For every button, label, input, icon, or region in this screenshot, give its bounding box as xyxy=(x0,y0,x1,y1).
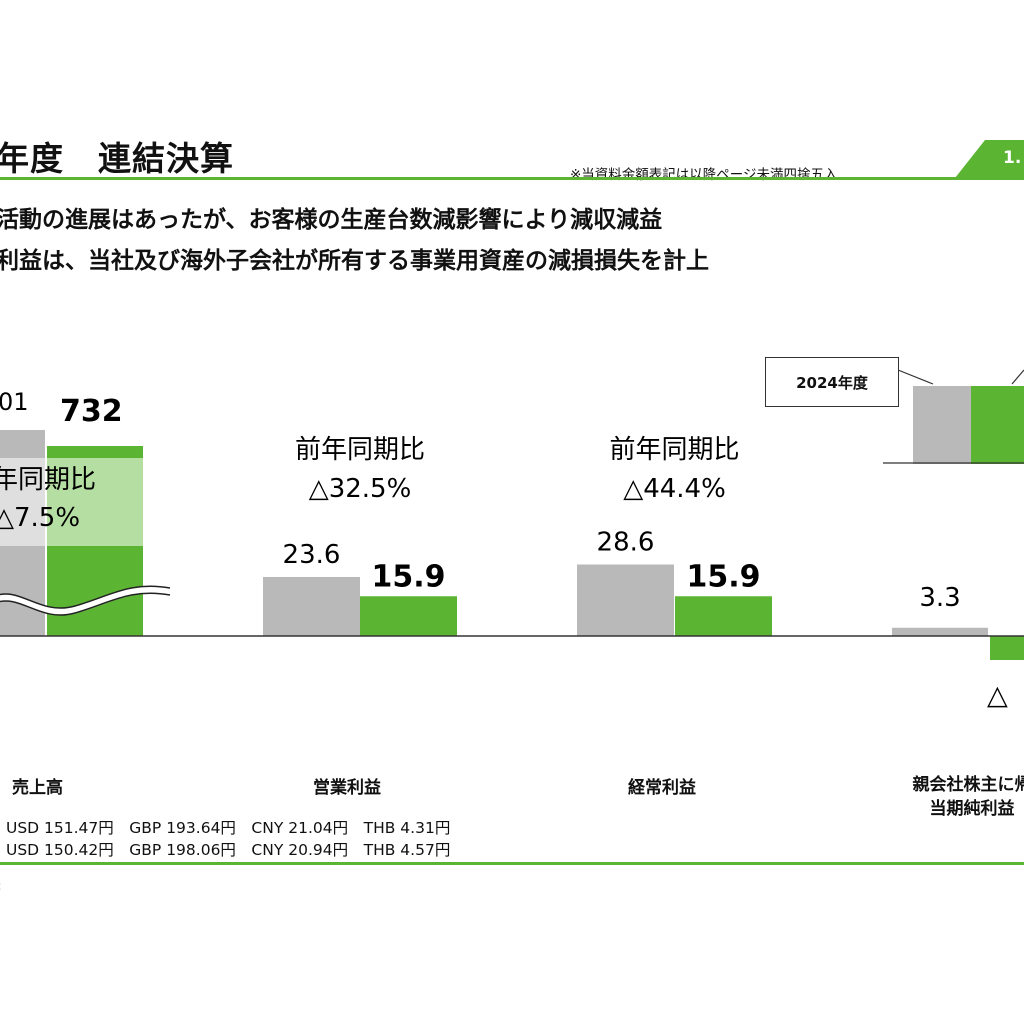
value-label-sales-current: 732 xyxy=(60,394,123,429)
yoy-label-operating-profit-1: 前年同期比 xyxy=(295,435,425,465)
legend-leader-line xyxy=(1011,369,1024,385)
axis-break-gap xyxy=(0,586,171,616)
bar-ordinary-profit-current xyxy=(675,596,772,636)
legend-leader-line xyxy=(897,369,934,385)
axis-break-line xyxy=(0,592,171,616)
header-rule xyxy=(0,177,1024,180)
axis-break-line xyxy=(0,585,171,609)
yoy-label-sales-2: △7.5% xyxy=(0,503,80,533)
headline-1: 活動の進展はあったが、お客様の生産台数減影響により減収減益 xyxy=(0,207,663,233)
value-label-ordinary-profit-prior: 28.6 xyxy=(597,528,655,558)
footer-rule xyxy=(0,862,1024,865)
category-label-ordinary-profit: 経常利益 xyxy=(628,778,696,798)
category-label-operating-profit: 営業利益 xyxy=(313,778,381,798)
yoy-label-operating-profit-2: △32.5% xyxy=(309,474,412,504)
value-label-ordinary-profit-current: 15.9 xyxy=(686,559,760,594)
legend-box: 2024年度 xyxy=(765,357,899,407)
category-label-net-income: 親会社株主に帰 当期純利益 xyxy=(912,775,1024,819)
value-label-operating-profit-current: 15.9 xyxy=(371,559,445,594)
section-tag-text: 1. xyxy=(1003,148,1022,168)
bar-operating-profit-prior xyxy=(263,577,360,636)
value-label-operating-profit-prior: 23.6 xyxy=(283,540,341,570)
chart: 01 732 年同期比 △7.5% 23.6 15.9 前年同期比 △32.5% 28.6 15.… xyxy=(0,369,1024,711)
value-label-net-income-prior: 3.3 xyxy=(919,583,960,613)
legend-bar-prior xyxy=(913,386,971,464)
bar-net-income-current xyxy=(990,636,1024,660)
fx-rates-prior: USD 150.42円 GBP 198.06円 CNY 20.94円 THB 4… xyxy=(6,841,451,859)
yoy-label-ordinary-profit-1: 前年同期比 xyxy=(609,435,739,465)
legend-bar-current xyxy=(971,386,1024,464)
footnote-mark: : xyxy=(0,878,2,894)
bar-ordinary-profit-prior xyxy=(577,564,674,636)
headline-2: 利益は、当社及び海外子会社が所有する事業用資産の減損損失を計上 xyxy=(0,248,709,274)
section-tag: 1. xyxy=(955,140,1024,178)
yoy-label-sales-1: 年同期比 xyxy=(0,465,96,495)
value-label-net-income-current: △ xyxy=(987,680,1008,711)
yoy-label-ordinary-profit-2: △44.4% xyxy=(623,474,726,504)
category-label-sales: 売上高 xyxy=(12,778,63,798)
bar-operating-profit-current xyxy=(360,596,457,636)
rounding-note: ※当資料金額表記は以降ページ未満四捨五入 xyxy=(570,167,838,183)
page-title: 年度 連結決算 xyxy=(0,139,234,178)
value-label-sales-prior: 01 xyxy=(0,388,29,416)
fx-rates-current: USD 151.47円 GBP 193.64円 CNY 21.04円 THB 4… xyxy=(6,819,451,837)
bar-net-income-prior xyxy=(892,627,988,636)
section-tag-shape xyxy=(955,140,1024,178)
yoy-overlay-sales xyxy=(0,458,143,546)
